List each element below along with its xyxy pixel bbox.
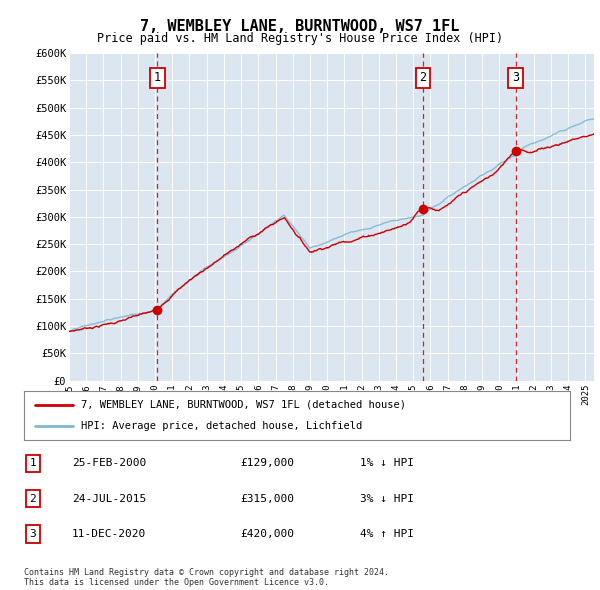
Text: £129,000: £129,000: [240, 458, 294, 468]
Text: Price paid vs. HM Land Registry's House Price Index (HPI): Price paid vs. HM Land Registry's House …: [97, 32, 503, 45]
Text: 1: 1: [29, 458, 37, 468]
Text: 2: 2: [29, 494, 37, 503]
Text: 1% ↓ HPI: 1% ↓ HPI: [360, 458, 414, 468]
Text: £420,000: £420,000: [240, 529, 294, 539]
Text: 3: 3: [512, 71, 519, 84]
Text: 7, WEMBLEY LANE, BURNTWOOD, WS7 1FL (detached house): 7, WEMBLEY LANE, BURNTWOOD, WS7 1FL (det…: [82, 399, 406, 409]
Text: 25-FEB-2000: 25-FEB-2000: [72, 458, 146, 468]
Text: 3: 3: [29, 529, 37, 539]
Text: 4% ↑ HPI: 4% ↑ HPI: [360, 529, 414, 539]
Text: 11-DEC-2020: 11-DEC-2020: [72, 529, 146, 539]
Text: 3% ↓ HPI: 3% ↓ HPI: [360, 494, 414, 503]
Text: Contains HM Land Registry data © Crown copyright and database right 2024.
This d: Contains HM Land Registry data © Crown c…: [24, 568, 389, 587]
Text: 1: 1: [154, 71, 161, 84]
Text: 24-JUL-2015: 24-JUL-2015: [72, 494, 146, 503]
Text: £315,000: £315,000: [240, 494, 294, 503]
Text: 2: 2: [419, 71, 427, 84]
Text: HPI: Average price, detached house, Lichfield: HPI: Average price, detached house, Lich…: [82, 421, 362, 431]
Text: 7, WEMBLEY LANE, BURNTWOOD, WS7 1FL: 7, WEMBLEY LANE, BURNTWOOD, WS7 1FL: [140, 19, 460, 34]
